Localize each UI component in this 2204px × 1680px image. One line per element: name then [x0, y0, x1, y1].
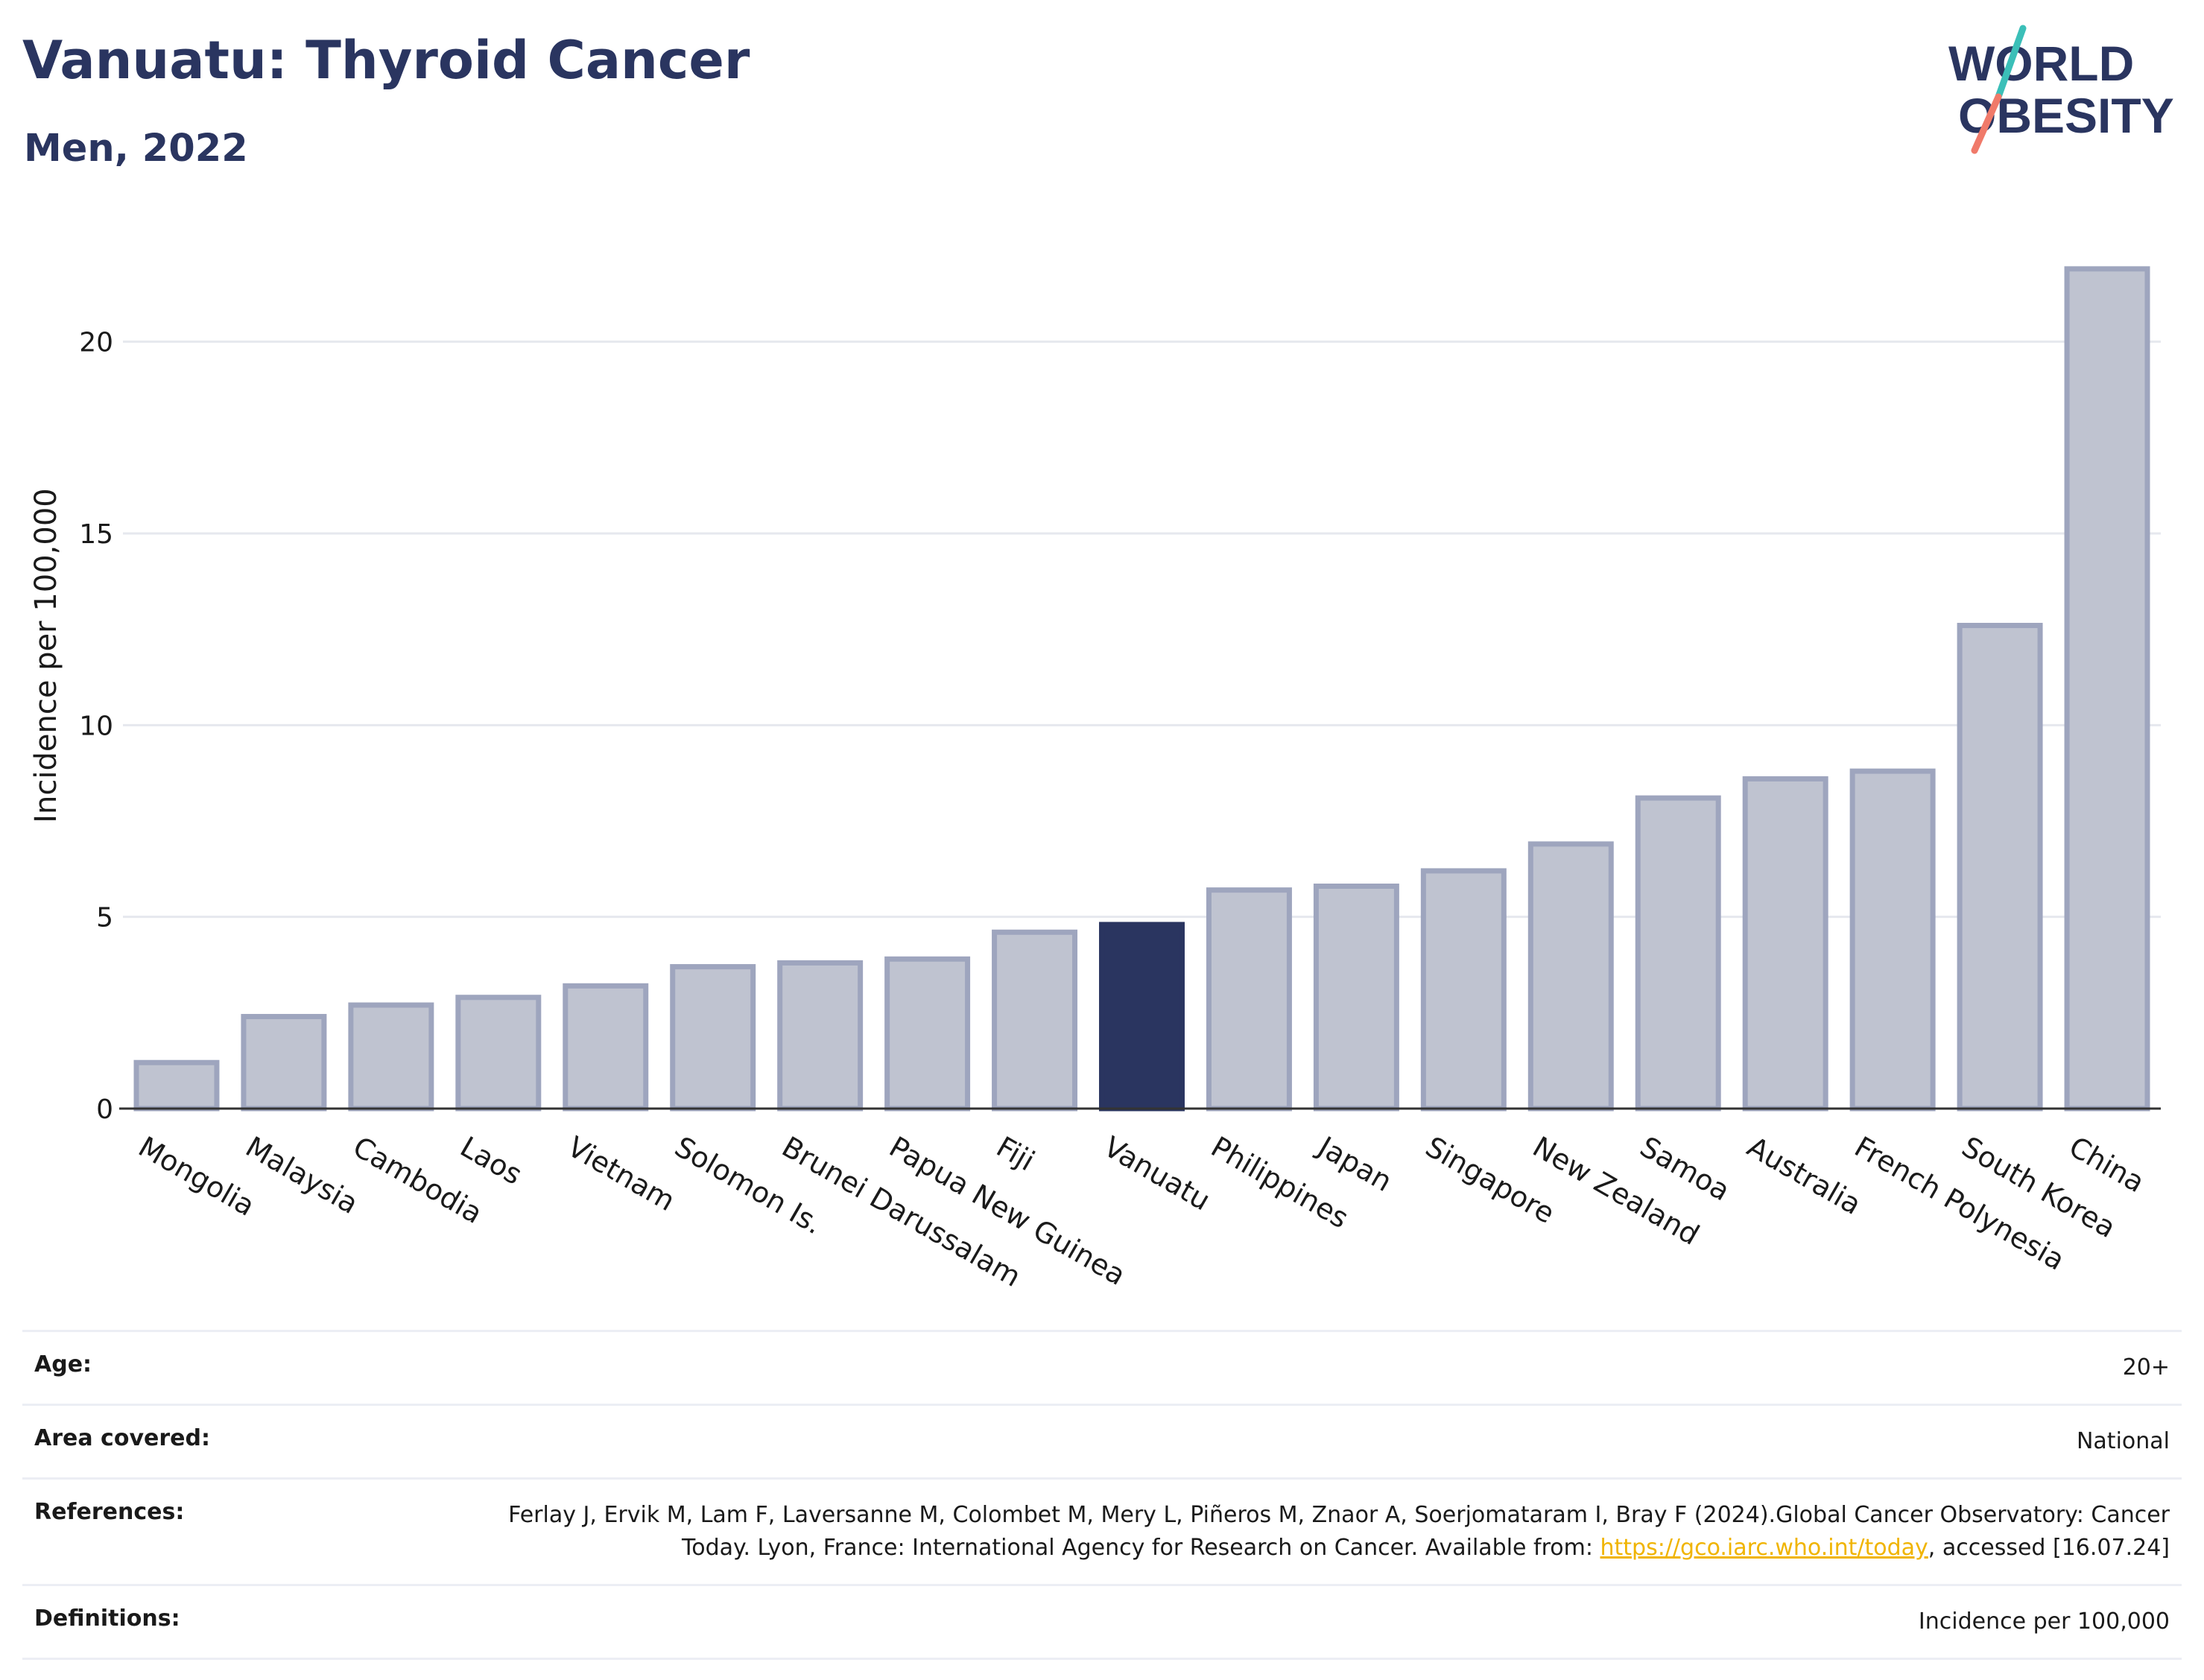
bar-papua-new-guinea — [884, 956, 971, 1112]
bar-philippines — [1206, 887, 1292, 1112]
age-value: 20+ — [2122, 1354, 2170, 1381]
area-label: Area covered: — [34, 1425, 210, 1451]
references-text: Ferlay J, Ervik M, Lam F, Laversanne M, … — [508, 1502, 2170, 1561]
y-tick-label: 10 — [79, 711, 113, 741]
logo-slash-bottom — [1971, 93, 2002, 154]
y-tick-label: 15 — [79, 519, 113, 550]
meta-row-definitions: Definitions: Incidence per 100,000 — [22, 1584, 2182, 1660]
bar-brunei-darussalam — [777, 960, 864, 1112]
logo-line2: OBESITY — [1958, 88, 2174, 143]
x-tick-label: Fiji — [991, 1130, 1040, 1177]
bar-south-korea — [1957, 623, 2043, 1112]
bar-french-polynesia — [1849, 768, 1936, 1112]
bar-japan — [1313, 883, 1399, 1112]
bars — [133, 266, 2150, 1112]
bar-solomon-is — [670, 964, 756, 1112]
chart-title: Vanuatu: Thyroid Cancer — [22, 30, 750, 91]
bar-mongolia — [133, 1059, 220, 1112]
references-value: Ferlay J, Ervik M, Lam F, Laversanne M, … — [456, 1499, 2170, 1565]
x-tick-label: Laos — [455, 1130, 528, 1191]
bar-samoa — [1635, 795, 1721, 1112]
definitions-label: Definitions: — [34, 1605, 180, 1632]
x-tick-label: China — [2064, 1130, 2150, 1199]
y-axis-title: Incidence per 100,000 — [29, 488, 63, 823]
x-tick-label: Mongolia — [133, 1130, 260, 1223]
logo-line1: WORLD — [1948, 36, 2134, 91]
bar-fiji — [992, 929, 1078, 1112]
world-obesity-logo: WORLD OBESITY — [1948, 25, 2174, 154]
bar-vanuatu — [1099, 922, 1185, 1112]
meta-row-references: References: Ferlay J, Ervik M, Lam F, La… — [22, 1477, 2182, 1584]
x-tick-label: Australia — [1742, 1130, 1867, 1221]
bar-cambodia — [348, 1002, 434, 1112]
y-tick-label: 0 — [96, 1094, 113, 1125]
age-label: Age: — [34, 1351, 92, 1378]
y-axis: 0 5 10 15 20 — [79, 328, 113, 1125]
meta-row-age: Age: 20+ — [22, 1330, 2182, 1404]
metadata-table: Age: 20+ Area covered: National Referenc… — [22, 1330, 2182, 1660]
references-label: References: — [34, 1499, 185, 1525]
x-tick-label: Vietnam — [562, 1130, 680, 1217]
bar-vietnam — [563, 983, 649, 1112]
bar-new-zealand — [1527, 841, 1614, 1112]
x-tick-label: Japan — [1311, 1129, 1398, 1198]
meta-row-area: Area covered: National — [22, 1404, 2182, 1477]
bar-china — [2064, 266, 2150, 1112]
logo-slash-top — [1995, 25, 2027, 101]
references-accessed: , accessed [16.07.24] — [1928, 1535, 2170, 1561]
x-tick-label: Vanuatu — [1098, 1130, 1216, 1217]
references-link[interactable]: https://gco.iarc.who.int/today — [1600, 1535, 1928, 1561]
area-value: National — [2076, 1428, 2170, 1454]
bar-malaysia — [241, 1013, 327, 1112]
definitions-value: Incidence per 100,000 — [1918, 1608, 2170, 1635]
x-tick-label: Malaysia — [240, 1130, 364, 1220]
bar-singapore — [1420, 868, 1507, 1112]
y-tick-label: 20 — [79, 328, 113, 358]
bar-laos — [455, 995, 542, 1112]
chart-subtitle: Men, 2022 — [24, 127, 248, 171]
bar-australia — [1742, 776, 1828, 1112]
y-tick-label: 5 — [96, 903, 113, 933]
